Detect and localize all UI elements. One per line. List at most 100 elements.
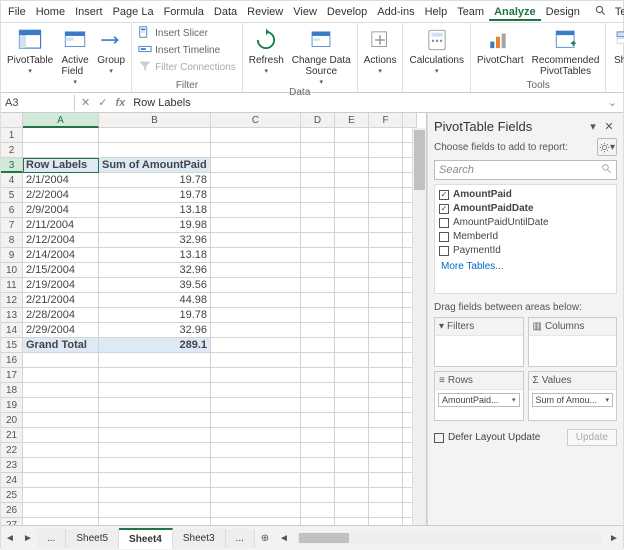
vertical-scrollbar[interactable]	[412, 128, 426, 525]
cell-A13[interactable]: 2/28/2004	[23, 308, 99, 323]
tab-nav-next-icon[interactable]: ►	[19, 533, 37, 544]
recommended-pivottables-button[interactable]: Recommended PivotTables	[530, 25, 602, 78]
tab-team[interactable]: Team	[452, 3, 489, 21]
cell-A3[interactable]: Row Labels▾	[23, 158, 99, 173]
filter-connections-button[interactable]: Filter Connections	[136, 59, 238, 76]
sheet-tab-sheet3[interactable]: Sheet3	[173, 529, 226, 548]
col-header-E[interactable]: E	[335, 113, 369, 128]
sheet-tab-ellipsis-right[interactable]: ...	[226, 529, 255, 548]
gear-icon[interactable]: ▾	[597, 138, 617, 156]
update-button[interactable]: Update	[567, 429, 617, 446]
cell-B7[interactable]: 19.98	[99, 218, 211, 233]
tab-analyze[interactable]: Analyze	[489, 3, 541, 21]
field-checkbox[interactable]	[439, 246, 449, 256]
pivotchart-button[interactable]: PivotChart	[475, 25, 526, 67]
sheet-tab-sheet4[interactable]: Sheet4	[119, 528, 173, 549]
pane-menu-icon[interactable]: ▾	[585, 120, 601, 133]
columns-area-label: Columns	[545, 321, 584, 332]
rows-chip[interactable]: AmountPaid...	[438, 393, 520, 407]
worksheet[interactable]: ABCDEF123Row Labels▾Sum of AmountPaid42/…	[1, 113, 427, 525]
refresh-button[interactable]: Refresh	[247, 25, 286, 76]
add-sheet-icon[interactable]: ⊕	[255, 533, 275, 544]
tab-review[interactable]: Review	[242, 3, 288, 21]
field-MemberId[interactable]: MemberId	[439, 231, 612, 242]
tab-addins[interactable]: Add-ins	[372, 3, 419, 21]
field-checkbox[interactable]	[439, 232, 449, 242]
tell-me[interactable]: Tell me	[610, 3, 624, 21]
cell-B11[interactable]: 39.56	[99, 278, 211, 293]
tab-data[interactable]: Data	[209, 3, 242, 21]
group-button[interactable]: Group	[95, 25, 127, 76]
insert-timeline-button[interactable]: Insert Timeline	[136, 42, 238, 59]
more-tables-link[interactable]: More Tables...	[439, 259, 612, 272]
field-checkbox[interactable]: ✓	[439, 204, 449, 214]
rows-area[interactable]: ≡Rows AmountPaid...	[434, 371, 524, 421]
tab-developer[interactable]: Develop	[322, 3, 372, 21]
field-AmountPaidUntilDate[interactable]: AmountPaidUntilDate	[439, 217, 612, 228]
cell-B3[interactable]: Sum of AmountPaid	[99, 158, 211, 173]
tab-insert[interactable]: Insert	[70, 3, 108, 21]
tab-help[interactable]: Help	[420, 3, 453, 21]
cell-A14[interactable]: 2/29/2004	[23, 323, 99, 338]
formula-value[interactable]: Row Labels	[133, 97, 190, 109]
col-header-F[interactable]: F	[369, 113, 403, 128]
field-search[interactable]: Search	[434, 160, 617, 180]
tab-pagelayout[interactable]: Page La	[108, 3, 159, 21]
show-button[interactable]: Show	[610, 25, 624, 76]
insert-slicer-button[interactable]: Insert Slicer	[136, 25, 238, 42]
field-checkbox[interactable]	[439, 218, 449, 228]
tab-home[interactable]: Home	[31, 3, 70, 21]
col-header-A[interactable]: A	[23, 113, 99, 128]
actions-button[interactable]: Actions	[362, 25, 399, 76]
cell-B6[interactable]: 13.18	[99, 203, 211, 218]
cell-B9[interactable]: 13.18	[99, 248, 211, 263]
cell-A6[interactable]: 2/9/2004	[23, 203, 99, 218]
cell-A5[interactable]: 2/2/2004	[23, 188, 99, 203]
field-PaymentId[interactable]: PaymentId	[439, 245, 612, 256]
expand-formula-bar-icon[interactable]: ⌄	[602, 96, 623, 109]
horizontal-scrollbar[interactable]: ◄►	[275, 532, 623, 544]
col-header-C[interactable]: C	[211, 113, 301, 128]
enter-formula-icon[interactable]: ✓	[98, 96, 107, 109]
cell-B8[interactable]: 32.96	[99, 233, 211, 248]
cell-B12[interactable]: 44.98	[99, 293, 211, 308]
cell-B14[interactable]: 32.96	[99, 323, 211, 338]
field-checkbox[interactable]: ✓	[439, 190, 449, 200]
values-area[interactable]: ΣValues Sum of Amou...	[528, 371, 618, 421]
cell-B4[interactable]: 19.78	[99, 173, 211, 188]
cell-A9[interactable]: 2/14/2004	[23, 248, 99, 263]
cell-A8[interactable]: 2/12/2004	[23, 233, 99, 248]
cell-B13[interactable]: 19.78	[99, 308, 211, 323]
cell-B10[interactable]: 32.96	[99, 263, 211, 278]
name-box[interactable]: A3	[1, 95, 75, 111]
tab-formulas[interactable]: Formula	[159, 3, 209, 21]
field-AmountPaid[interactable]: ✓AmountPaid	[439, 189, 612, 200]
cancel-formula-icon[interactable]: ✕	[81, 96, 90, 109]
columns-area[interactable]: ▥Columns	[528, 317, 618, 367]
col-header-B[interactable]: B	[99, 113, 211, 128]
col-header-D[interactable]: D	[301, 113, 335, 128]
close-pane-icon[interactable]: ✕	[601, 120, 617, 133]
active-field-button[interactable]: Active Field	[59, 25, 91, 87]
values-chip[interactable]: Sum of Amou...	[532, 393, 614, 407]
calculations-button[interactable]: Calculations	[407, 25, 465, 76]
fx-icon[interactable]: fx	[115, 97, 125, 109]
cell-A7[interactable]: 2/11/2004	[23, 218, 99, 233]
tab-view[interactable]: View	[288, 3, 322, 21]
cell-A12[interactable]: 2/21/2004	[23, 293, 99, 308]
filters-area[interactable]: ▾Filters	[434, 317, 524, 367]
tab-file[interactable]: File	[3, 3, 31, 21]
cell-A4[interactable]: 2/1/2004	[23, 173, 99, 188]
tab-design[interactable]: Design	[541, 3, 585, 21]
cell-B5[interactable]: 19.78	[99, 188, 211, 203]
pivottable-button[interactable]: PivotTable	[5, 25, 55, 76]
tab-nav-prev-icon[interactable]: ◄	[1, 533, 19, 544]
sheet-tab-ellipsis-left[interactable]: ...	[37, 529, 66, 548]
cell-A11[interactable]: 2/19/2004	[23, 278, 99, 293]
cell-A10[interactable]: 2/15/2004	[23, 263, 99, 278]
search-icon[interactable]	[591, 5, 610, 19]
defer-checkbox[interactable]	[434, 433, 444, 443]
change-data-source-button[interactable]: Change Data Source	[290, 25, 353, 87]
field-AmountPaidDate[interactable]: ✓AmountPaidDate	[439, 203, 612, 214]
sheet-tab-sheet5[interactable]: Sheet5	[66, 529, 119, 548]
